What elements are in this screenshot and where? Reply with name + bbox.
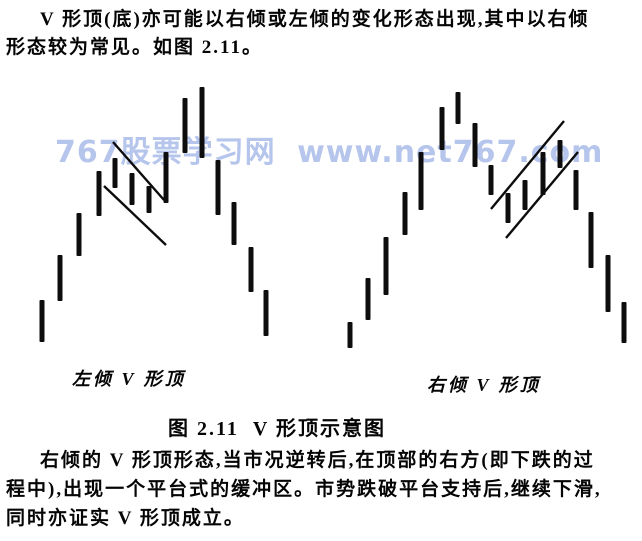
price-bar	[472, 123, 478, 167]
left-chart-label: 左倾 V 形顶	[72, 369, 186, 389]
price-bar	[76, 213, 82, 256]
price-bar	[129, 173, 135, 205]
price-bar	[182, 98, 188, 153]
price-bar	[146, 186, 152, 213]
price-bar	[455, 92, 461, 124]
trendline	[505, 151, 579, 239]
price-bar	[402, 192, 408, 235]
price-bar	[621, 302, 627, 343]
price-bar	[57, 255, 63, 301]
price-bar	[540, 152, 546, 195]
price-bar	[557, 140, 563, 168]
intro-line-2: 形态较为常见。如图 2.11。	[6, 37, 263, 58]
price-bar	[248, 247, 254, 292]
price-bar	[39, 300, 45, 342]
price-bar	[263, 290, 269, 336]
price-bar	[96, 171, 102, 216]
price-bar	[573, 170, 579, 210]
price-bar	[231, 202, 237, 245]
price-bar	[439, 107, 445, 150]
figure-caption: 图 2.11 V 形顶示意图	[168, 418, 386, 440]
price-bar	[215, 160, 221, 215]
price-bar	[163, 152, 169, 203]
body-paragraph: 右倾的 V 形顶形态,当市况逆转后,在顶部的右方(即下跌的过 程中),出现一个平…	[6, 446, 638, 533]
body-line-1: 右倾的 V 形顶形态,当市况逆转后,在顶部的右方(即下跌的过	[40, 450, 595, 471]
price-bar	[199, 87, 205, 158]
trendline	[490, 120, 565, 210]
body-line-2: 程中),出现一个平台式的缓冲区。市势跌破平台支持后,继续下滑,	[6, 479, 602, 500]
price-bar	[365, 278, 371, 320]
body-line-3: 同时亦证实 V 形顶成立。	[6, 508, 245, 529]
site-watermark: 767股票学习网 www.net767.com	[55, 135, 604, 170]
price-bar	[488, 165, 494, 195]
price-bar	[383, 237, 389, 295]
trendline	[112, 141, 165, 201]
price-bar	[605, 255, 611, 312]
right-chart-label: 右倾 V 形顶	[427, 375, 541, 395]
price-bar	[112, 158, 118, 188]
intro-line-1: V 形顶(底)亦可能以右倾或左倾的变化形态出现,其中以右倾	[40, 9, 590, 30]
price-bar	[347, 322, 353, 348]
price-bar	[588, 212, 594, 268]
intro-paragraph: V 形顶(底)亦可能以右倾或左倾的变化形态出现,其中以右倾 形态较为常见。如图 …	[6, 6, 638, 62]
price-bar	[522, 180, 528, 210]
trendline	[103, 185, 167, 246]
price-bar	[505, 193, 511, 223]
price-bar	[418, 152, 424, 210]
